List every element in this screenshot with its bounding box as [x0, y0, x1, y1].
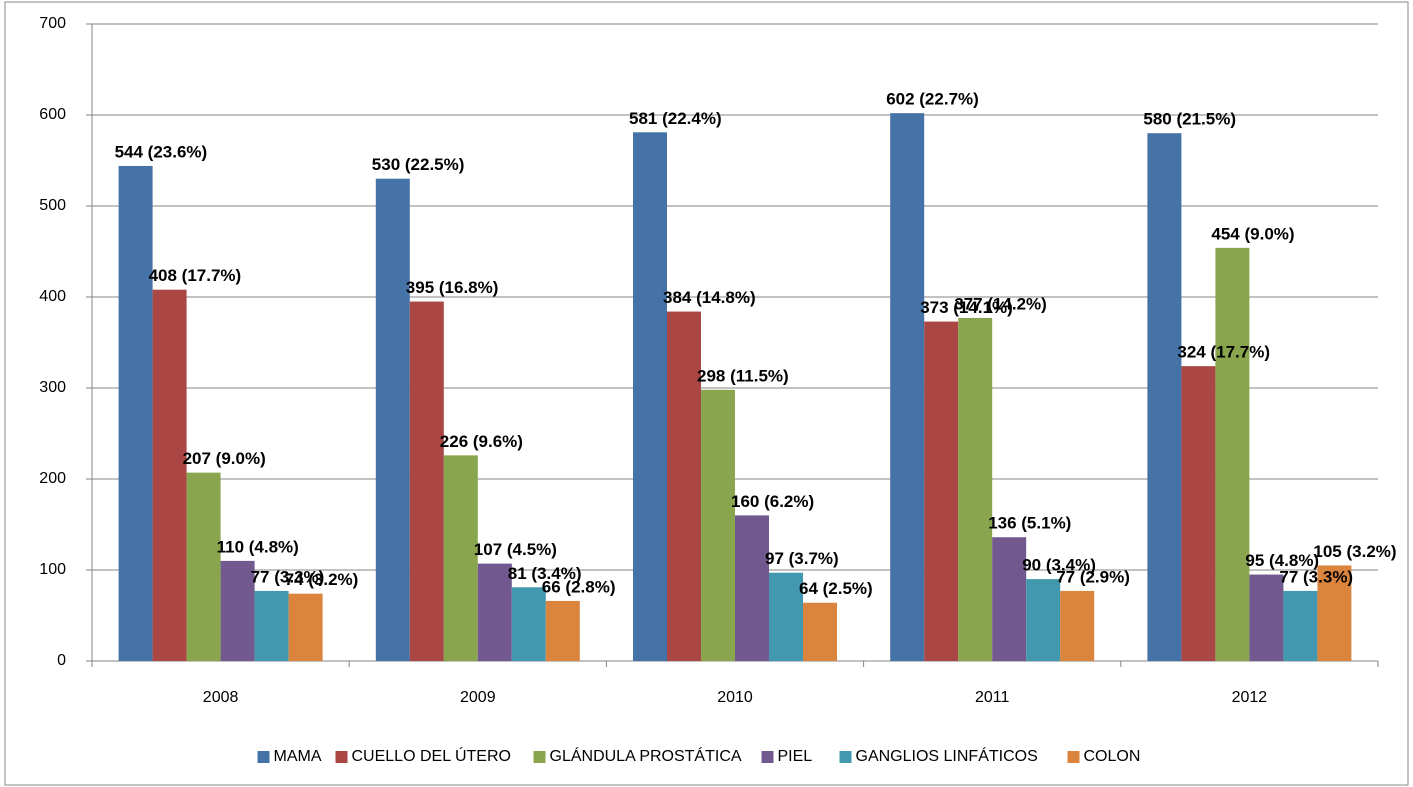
value-label: 226 (9.6%) [440, 432, 523, 451]
value-label: 581 (22.4%) [629, 109, 722, 128]
bar [1283, 590, 1318, 661]
y-tick-label: 400 [39, 288, 66, 305]
value-label: 160 (6.2%) [731, 492, 814, 511]
value-label: 530 (22.5%) [372, 155, 465, 174]
value-label: 602 (22.7%) [886, 90, 979, 109]
value-label: 74 (3.2%) [285, 570, 359, 589]
value-label: 395 (16.8%) [406, 278, 499, 297]
value-label: 77 (3.3%) [251, 567, 325, 586]
legend-label: GANGLIOS LINFÁTICOS [856, 746, 1038, 765]
value-label: 324 (17.7%) [1177, 343, 1270, 362]
value-label: 580 (21.5%) [1143, 110, 1236, 129]
bar [254, 590, 289, 661]
bar [735, 515, 769, 661]
y-tick-label: 300 [39, 379, 66, 396]
value-label: 107 (4.5%) [474, 540, 557, 559]
bar [545, 600, 580, 661]
value-label: 64 (2.5%) [799, 579, 873, 598]
legend-label: CUELLO DEL ÚTERO [352, 746, 511, 765]
x-tick-label: 2009 [460, 689, 496, 706]
y-tick-label: 600 [39, 106, 66, 123]
value-label: 110 (4.8%) [217, 537, 299, 556]
value-label: 66 (2.8%) [542, 577, 616, 596]
bar [1249, 574, 1284, 661]
value-label: 136 (5.1%) [988, 514, 1071, 533]
bar [1147, 133, 1182, 661]
bar [701, 389, 735, 661]
bar [443, 455, 478, 661]
legend-label: PIEL [778, 748, 813, 765]
legend-label: MAMA [274, 748, 322, 765]
legend-swatch [761, 751, 774, 763]
bar [152, 289, 187, 661]
x-tick-label: 2012 [1232, 689, 1268, 706]
bar [667, 311, 701, 661]
bar [1317, 565, 1352, 661]
legend-swatch [257, 751, 270, 763]
legend-label: GLÁNDULA PROSTÁTICA [550, 746, 742, 765]
bar [1215, 247, 1250, 662]
y-tick-label: 200 [39, 470, 66, 487]
bar [477, 563, 512, 661]
value-label: 544 (23.6%) [115, 142, 208, 161]
bar [288, 593, 323, 661]
y-tick-label: 500 [39, 197, 66, 214]
value-label: 90 (3.4%) [1022, 556, 1096, 575]
bar [992, 537, 1027, 661]
y-tick-label: 700 [39, 15, 66, 32]
legend-label: COLON [1084, 748, 1141, 765]
legend-swatch [533, 751, 546, 763]
legend-swatch [1067, 751, 1080, 763]
value-label: 384 (14.8%) [663, 288, 756, 307]
value-label: 408 (17.7%) [149, 266, 242, 285]
bar [633, 132, 667, 662]
value-label: 373 (14.1%) [920, 298, 1013, 317]
bar [924, 321, 959, 661]
value-label: 454 (9.0%) [1211, 224, 1294, 243]
value-label: 207 (9.0%) [183, 449, 266, 468]
value-label: 77 (3.3%) [1279, 567, 1353, 586]
legend-swatch [839, 751, 852, 763]
bar [1181, 366, 1216, 661]
bar [118, 165, 153, 661]
value-label: 97 (3.7%) [765, 549, 839, 568]
value-label: 77 (2.9%) [1056, 567, 1130, 586]
bar [1060, 590, 1095, 661]
x-tick-label: 2008 [203, 689, 239, 706]
bar [769, 572, 803, 661]
value-label: 377 (14.2%) [954, 294, 1047, 313]
legend-swatch [335, 751, 348, 763]
bar [186, 472, 221, 661]
bar [803, 602, 837, 661]
value-label: 105 (3.2%) [1313, 542, 1396, 561]
x-tick-label: 2011 [975, 689, 1010, 706]
bar [375, 178, 410, 661]
y-tick-label: 100 [39, 561, 66, 578]
x-tick-label: 2010 [717, 689, 753, 706]
value-label: 81 (3.4%) [508, 564, 582, 583]
bar [409, 301, 444, 661]
value-label: 95 (4.8%) [1245, 551, 1319, 570]
value-label: 298 (11.5%) [697, 366, 789, 385]
bar [220, 560, 255, 661]
bar [1026, 579, 1061, 661]
bar [890, 113, 925, 662]
bar [958, 317, 993, 661]
y-tick-label: 0 [57, 652, 66, 669]
bar [511, 587, 546, 661]
